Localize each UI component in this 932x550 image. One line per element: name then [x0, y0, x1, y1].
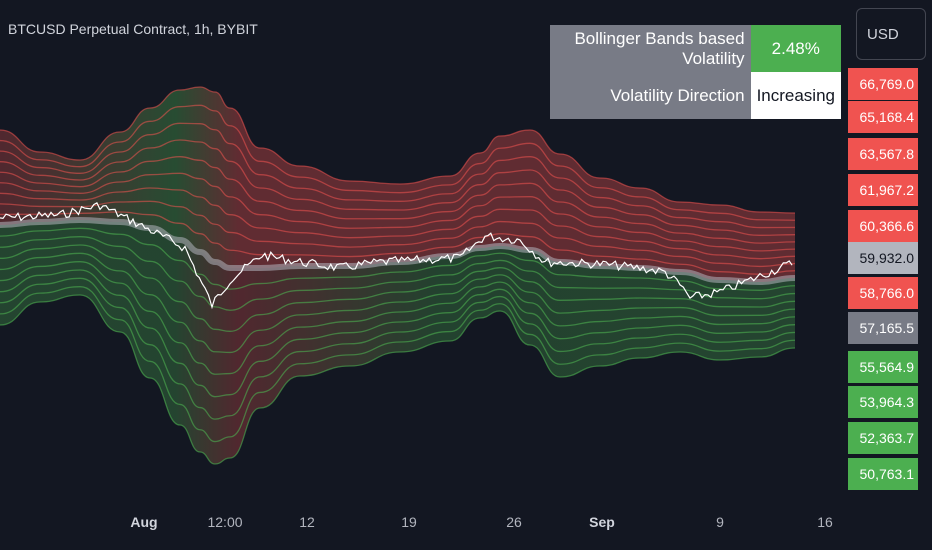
lower-band-line [0, 252, 796, 354]
lower-band-line [0, 261, 796, 375]
price-tag: 66,769.0 [848, 68, 918, 100]
upper-band-line [0, 187, 796, 260]
volatility-direction-value: Increasing [750, 72, 841, 119]
price-tag: 63,567.8 [848, 138, 918, 170]
upper-band-line [0, 122, 796, 229]
upper-band-line [0, 211, 796, 275]
upper-band-line [0, 200, 796, 268]
time-label: 12:00 [207, 514, 243, 530]
time-label: 19 [401, 514, 417, 530]
bollinger-bands [0, 86, 796, 465]
lower-band-line [0, 269, 796, 398]
currency-button[interactable]: USD [856, 8, 926, 60]
price-line [0, 201, 793, 310]
price-tag: 53,964.3 [848, 386, 918, 418]
time-label: Aug [130, 514, 158, 530]
upper-band-line [0, 139, 796, 236]
lower-band-line [0, 286, 796, 443]
chart-title: BTCUSD Perpetual Contract, 1h, BYBIT [8, 21, 258, 37]
price-tag: 65,168.4 [848, 101, 918, 133]
price-tag: 50,763.1 [848, 458, 918, 490]
volatility-table: Bollinger Bands based Volatility 2.48% V… [550, 25, 841, 119]
price-tag: 55,564.9 [848, 351, 918, 383]
price-tag: 60,366.6 [848, 210, 918, 242]
lower-band-line [0, 244, 796, 332]
time-label: Sep [589, 514, 615, 530]
price-tag: 57,165.5 [848, 312, 918, 344]
time-label: 26 [506, 514, 522, 530]
upper-band-line [0, 172, 796, 252]
price-tag: 52,363.7 [848, 422, 918, 454]
volatility-value: 2.48% [750, 25, 841, 72]
lower-band-line [0, 227, 796, 291]
price-tag: 61,967.2 [848, 174, 918, 206]
time-label: 12 [299, 514, 315, 530]
lower-band-line [0, 277, 796, 420]
upper-band-line [0, 156, 796, 244]
price-tag: 58,766.0 [848, 277, 918, 309]
volatility-label: Bollinger Bands based Volatility [550, 25, 751, 72]
price-tag: 59,932.0 [848, 242, 918, 274]
time-label: 9 [716, 514, 724, 530]
volatility-direction-label: Volatility Direction [550, 72, 751, 119]
upper-band-line [0, 86, 796, 214]
lower-band-line [0, 236, 796, 311]
time-label: 16 [817, 514, 833, 530]
lower-band-line [0, 294, 796, 465]
upper-band-line [0, 104, 796, 221]
